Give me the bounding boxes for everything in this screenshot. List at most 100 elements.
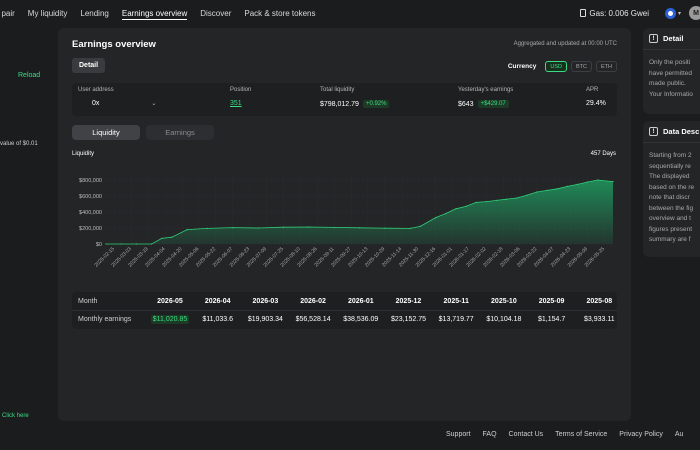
- tab-liquidity[interactable]: Liquidity: [72, 125, 140, 140]
- data-point: [105, 243, 107, 245]
- month-cell: 2026-04: [204, 298, 231, 305]
- total-liquidity-change: +0.92%: [362, 100, 390, 108]
- description-line: figures present: [649, 225, 692, 233]
- earnings-cell: $10,104.18: [482, 316, 526, 323]
- tab-earnings[interactable]: Earnings: [146, 125, 214, 140]
- data-point: [597, 179, 599, 181]
- month-cell: 2025-09: [538, 298, 565, 305]
- earnings-cell: $38,536.09: [339, 316, 383, 323]
- earnings-cell: $11,033.6: [196, 316, 240, 323]
- description-line: summary are f: [649, 236, 691, 243]
- earnings-value: $11,020.85: [150, 315, 190, 324]
- y-tick-label: $200,000: [79, 226, 102, 232]
- user-address-label: User address: [78, 87, 114, 93]
- data-point: [612, 181, 614, 183]
- month-cell: 2025-11: [443, 298, 469, 305]
- footer-link[interactable]: Au: [674, 431, 684, 438]
- footer-links: Support FAQ Contact Us Terms of Service Priv…: [446, 431, 695, 438]
- yesterday-earnings-value: $643: [458, 100, 474, 108]
- position-link[interactable]: 351: [230, 100, 242, 107]
- footer-link[interactable]: FAQ: [482, 431, 497, 438]
- earnings-cell: $1,154.7: [530, 316, 574, 323]
- detail-card: ! Detail Only the positi have permitted ma…: [643, 28, 700, 114]
- data-point: [135, 243, 137, 245]
- data-point: [409, 227, 411, 229]
- currency-option-eth[interactable]: ETH: [596, 61, 617, 72]
- month-cell: 2026-01: [347, 298, 374, 305]
- earnings-value: $38,536.09: [343, 316, 379, 323]
- avatar[interactable]: M: [689, 6, 700, 20]
- footer-link[interactable]: Contact Us: [508, 431, 544, 438]
- nav-item[interactable]: Discover: [200, 9, 232, 18]
- month-cell: 2025-10: [491, 298, 517, 305]
- data-point: [485, 201, 487, 203]
- data-point: [308, 226, 310, 228]
- earnings-cell: $19,903.34: [243, 316, 287, 323]
- earnings-value: $1,154.7: [537, 316, 566, 323]
- nav-item[interactable]: t pair: [0, 9, 15, 18]
- chart-days: 457 Days: [590, 151, 616, 157]
- earnings-value: $11,033.6: [202, 316, 233, 323]
- divider: [643, 142, 700, 143]
- data-point: [435, 217, 437, 219]
- month-cell: 2025-08: [586, 298, 613, 305]
- apr-value: 29.4%: [586, 100, 606, 107]
- click-here-link[interactable]: Click here: [2, 413, 29, 419]
- yesterday-earnings: $643 +$429.07: [458, 100, 509, 108]
- data-point: [465, 205, 467, 207]
- detail-card-header: ! Detail: [643, 28, 700, 43]
- gas-pump-icon: [580, 9, 587, 17]
- aggregation-note: Aggregated and updated at 00:00 UTC: [513, 41, 617, 47]
- scroll-indicator: ·: [607, 298, 611, 305]
- description-card-text: Starting from 2 sequentially re The displa…: [643, 143, 700, 246]
- nav-item[interactable]: Earnings overview: [121, 9, 188, 20]
- data-point: [445, 213, 447, 215]
- data-point: [516, 197, 518, 199]
- footer-link[interactable]: Privacy Policy: [619, 431, 663, 438]
- data-point: [566, 185, 568, 187]
- network-icon[interactable]: [664, 7, 676, 19]
- y-tick-label: $600,000: [79, 194, 102, 200]
- description-line: between the fig: [649, 204, 694, 212]
- data-point: [282, 226, 284, 228]
- description-line: Starting from 2: [649, 152, 692, 159]
- reload-link[interactable]: Reload: [18, 72, 41, 79]
- month-cell: 2025-12: [395, 298, 422, 305]
- data-point: [587, 181, 589, 183]
- data-point: [151, 243, 153, 245]
- apr-label: APR: [586, 87, 599, 93]
- detail-line: made public.: [649, 80, 686, 87]
- nav-links: t pair My liquidity Lending Earnings overvi…: [0, 9, 329, 20]
- detail-line: have permitted: [649, 69, 692, 77]
- chevron-down-icon[interactable]: ▾: [677, 10, 681, 17]
- total-liquidity-value: $798,012.79: [320, 100, 359, 108]
- user-address-value: 0x: [92, 100, 100, 107]
- footer-link[interactable]: Terms of Service: [555, 431, 608, 438]
- data-point: [206, 227, 208, 229]
- summary-box: User address 0x ⌄ Position 351 Total liq…: [72, 83, 617, 116]
- footer-link[interactable]: Support: [446, 431, 471, 438]
- data-point: [333, 226, 335, 228]
- currency-option-usd[interactable]: USD: [545, 61, 567, 72]
- earnings-cell: $23,152.75: [387, 316, 431, 323]
- yesterday-earnings-label: Yesterday's earnings: [458, 87, 514, 93]
- detail-button[interactable]: Detail: [72, 58, 106, 73]
- monthly-earnings-table: Month 2026-05 2026-04 2026-03 2026-02 2026-01…: [72, 292, 617, 329]
- y-tick-label: $0: [96, 242, 102, 248]
- table-row: Month 2026-05 2026-04 2026-03 2026-02 2026-01…: [72, 293, 617, 310]
- nav-item[interactable]: Pack & store tokens: [244, 9, 316, 18]
- data-point: [536, 191, 538, 193]
- monthly-earnings-label: Monthly earnings: [78, 316, 132, 323]
- description-line: based on the re: [649, 183, 695, 191]
- info-icon: !: [649, 127, 658, 136]
- earnings-value: $13,719.77: [438, 316, 474, 323]
- earnings-cell: $11,020.85: [148, 315, 192, 324]
- user-address-select[interactable]: 0x ⌄: [92, 100, 156, 107]
- table-row: Monthly earnings $11,020.85 $11,033.6 $19,9…: [72, 311, 617, 328]
- earnings-cell: $13,719.77: [434, 316, 478, 323]
- nav-item[interactable]: My liquidity: [27, 9, 68, 18]
- earnings-value: $56,528.14: [295, 316, 331, 323]
- currency-option-btc[interactable]: BTC: [571, 61, 592, 72]
- nav-item[interactable]: Lending: [80, 9, 109, 18]
- data-point: [120, 243, 122, 245]
